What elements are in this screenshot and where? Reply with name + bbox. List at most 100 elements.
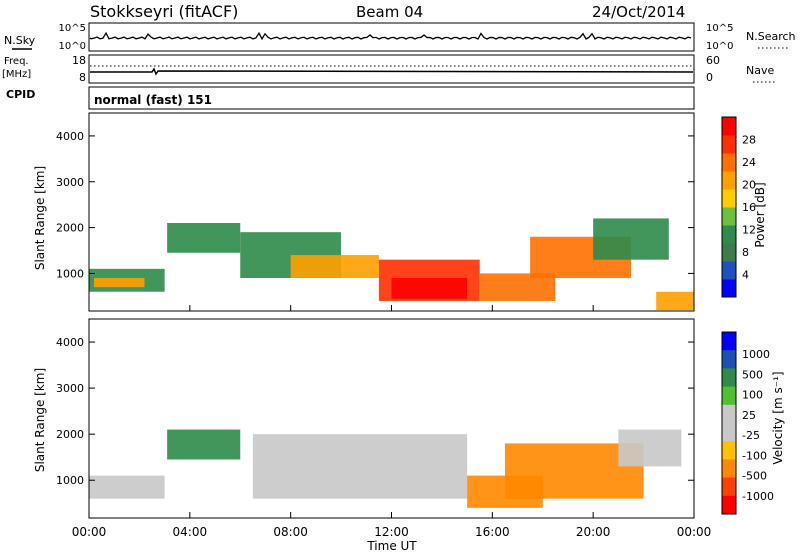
scatter-region [167,429,241,460]
x-tick-label: 00:00 [677,525,712,539]
colorbar-tick-label: 8 [742,246,749,259]
velocity-ylabel: Slant Range [km] [33,368,47,472]
colorbar-segment [722,495,736,515]
colorbar-segment [722,332,736,351]
power-colorbar-label: Power [dB] [753,182,767,247]
freq-panel: Freq. [MHz] 18 8 60 0 Nave [2,54,775,84]
scatter-region [656,291,694,311]
colorbar-segment [722,207,736,226]
colorbar-tick-label: 4 [742,269,749,282]
colorbar-tick-label: 500 [742,368,763,381]
scatter-region [89,475,165,499]
velocity-panel: 1000 2000 3000 4000 Slant Range [km] 1000 50… [33,318,785,519]
colorbar-segment [722,368,736,388]
velocity-y-axis: 1000 2000 3000 4000 [56,336,694,487]
cpid-panel: CPID normal (fast) 151 [6,86,695,110]
colorbar-segment [722,423,736,442]
x-tick-label: 12:00 [374,525,409,539]
colorbar-tick-label: 100 [742,389,763,402]
colorbar-segment [722,171,736,190]
scatter-region [167,223,241,253]
power-heatmap [89,218,694,311]
power-panel: 1000 2000 3000 4000 Slant Range [km] 4 8 12 16… [33,112,767,312]
y-tick-label: 3000 [56,382,84,395]
power-ylabel: Slant Range [km] [33,166,47,270]
nsky-frame [88,22,695,52]
colorbar-segment [722,135,736,154]
colorbar-segment [722,225,736,244]
scatter-region [618,429,682,467]
colorbar-segment [722,189,736,208]
nsearch-tick-top: 10^5 [706,23,733,34]
colorbar-tick-label: -100 [742,449,767,462]
colorbar-segment [722,350,736,369]
velocity-heatmap [89,429,682,508]
freq-unit: [MHz] [2,69,31,80]
x-tick-label: 04:00 [173,525,208,539]
colorbar-segment [722,459,736,479]
colorbar-segment [722,117,736,136]
power-y-axis: 1000 2000 3000 4000 [56,130,694,280]
colorbar-frame [721,116,737,298]
scatter-region [290,255,379,278]
y-tick-label: 4000 [56,336,84,349]
colorbar-segment [722,153,736,172]
x-tick-label: 00:00 [72,525,107,539]
freq-label: Freq. [4,56,29,67]
velocity-colorbar: 1000 500 100 25 -25 -100 -500 -1000 [721,331,774,515]
colorbar-segment [722,279,736,298]
x-tick-label: 16:00 [475,525,510,539]
scatter-region [94,278,145,288]
x-tick-label: 20:00 [576,525,611,539]
radar-title: Stokkseyri (fitACF) [90,2,238,21]
colorbar-segment [722,477,736,497]
scatter-region [391,278,468,299]
nsky-trace [89,31,692,41]
velocity-colorbar-label: Velocity [m s⁻¹] [771,371,785,464]
time-x-axis: 00:00 04:00 08:00 12:00 16:00 20:00 00:00 [72,305,712,539]
y-tick-label: 2000 [56,428,84,441]
colorbar-tick-label: 28 [742,134,756,147]
colorbar-frame [721,331,737,515]
y-tick-label: 1000 [56,267,84,280]
colorbar-tick-label: 20 [742,179,756,192]
nsky-panel: N.Sky 10^5 10^0 10^5 10^0 N.Search [4,22,796,52]
nave-tick-top: 60 [706,54,720,67]
time-xlabel: Time UT [366,539,417,553]
colorbar-segment [722,261,736,280]
scatter-region [593,218,669,260]
cpid-label: CPID [6,88,35,101]
colorbar-tick-label: 12 [742,224,756,237]
y-tick-label: 4000 [56,130,84,143]
freq-tick-top: 18 [72,54,86,67]
freq-tick-bottom: 8 [79,71,86,84]
nsky-tick-bottom: 10^0 [59,41,86,52]
colorbar-segment [722,243,736,262]
x-tick-label: 08:00 [273,525,308,539]
colorbar-tick-label: -500 [742,470,767,483]
colorbar-tick-label: -25 [742,429,760,442]
colorbar-tick-label: -1000 [742,490,774,503]
cpid-frame [88,86,695,110]
colorbar-segment [722,441,736,460]
nsearch-tick-bottom: 10^0 [706,41,733,52]
power-colorbar: 4 8 12 16 20 24 28 [721,116,756,298]
y-tick-label: 3000 [56,176,84,189]
y-tick-label: 2000 [56,222,84,235]
freq-trace [90,67,694,76]
colorbar-segment [722,386,736,406]
nave-label: Nave [746,64,774,77]
colorbar-tick-label: 24 [742,156,756,169]
nave-tick-bottom: 0 [706,71,713,84]
beam-label: Beam 04 [356,3,423,21]
nsky-label: N.Sky [4,34,36,47]
colorbar-segment [722,404,736,424]
nsky-tick-top: 10^5 [59,23,86,34]
y-tick-label: 1000 [56,474,84,487]
colorbar-tick-label: 25 [742,409,756,422]
scatter-region [252,434,468,499]
cpid-mode: normal (fast) 151 [94,93,212,107]
colorbar-tick-label: 16 [742,201,756,214]
freq-frame [88,54,695,84]
